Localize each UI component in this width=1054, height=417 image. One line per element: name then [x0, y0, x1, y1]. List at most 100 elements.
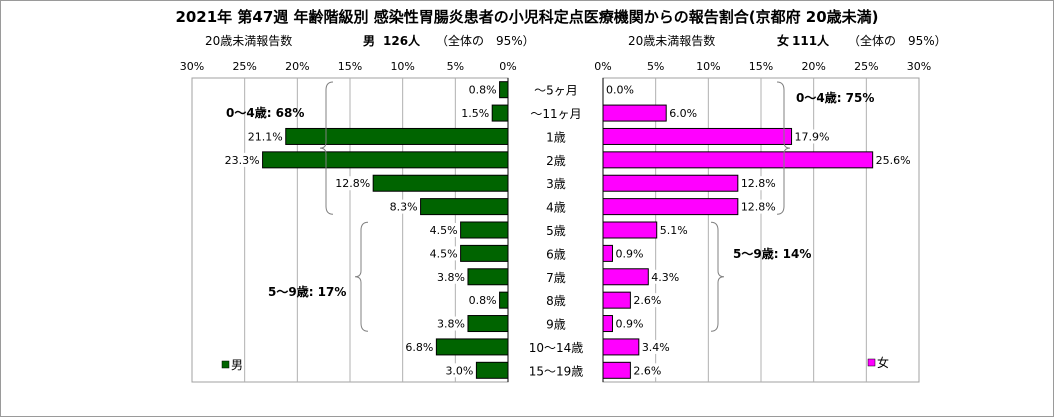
age-category-label: 8歳: [546, 294, 566, 308]
male-value-label: 21.1%: [248, 130, 283, 143]
axis-tick-labels: 30% 25% 20% 15% 10% 5% 0% 0% 5% 10% 15% 20% 25% 30%: [180, 60, 931, 73]
female-bar: [602, 174, 739, 192]
female-header-label: 20歳未満報告数: [628, 33, 715, 48]
female-value-label: 12.8%: [741, 201, 776, 214]
female-axis-tick-label: 15%: [749, 60, 773, 73]
female-value-label: 6.0%: [669, 107, 697, 120]
male-value-label: 1.5%: [461, 107, 489, 120]
male-value-label-bg: [428, 223, 459, 237]
female-value-label-bg: [632, 363, 663, 378]
female-bar: [602, 221, 658, 239]
male-bar: [491, 104, 509, 122]
male-bar: [499, 291, 509, 309]
male-header-count: 126人: [383, 33, 421, 48]
male-bar: [475, 361, 509, 379]
female-bar: [602, 151, 874, 169]
male-axis-tick-label: 15%: [338, 60, 362, 73]
female-bar: [602, 361, 631, 379]
male-value-label-bg: [460, 106, 491, 121]
age-category-label: 2歳: [546, 154, 566, 168]
female-value-label-bg: [658, 223, 689, 237]
male-header-label: 20歳未満報告数: [205, 33, 292, 48]
female-bar: [602, 244, 613, 262]
female-bar: [602, 268, 649, 286]
female-value-label: 25.6%: [876, 154, 911, 167]
female-value-label: 5.1%: [660, 224, 688, 237]
male-value-label-bg: [467, 82, 498, 97]
female-value-label-bg: [793, 129, 831, 144]
age-category-label: 3歳: [546, 177, 566, 191]
male-value-label: 3.8%: [437, 271, 465, 284]
male-bar: [372, 174, 509, 192]
female-value-label-bg: [739, 176, 777, 191]
female-value-label-bg: [605, 82, 635, 97]
male-annotation-5-9: 5～9歳: 17%: [268, 284, 346, 299]
male-value-label-bg: [436, 269, 466, 284]
female-annotation-5-9: 5～9歳: 14%: [733, 246, 811, 261]
female-value-label: 12.8%: [741, 177, 776, 190]
female-header: 20歳未満報告数 女 111人 （全体の 95%）: [628, 33, 947, 48]
male-bar: [285, 127, 509, 145]
male-value-label-bg: [334, 176, 372, 191]
male-bracket-0-4: [319, 81, 334, 215]
male-value-label: 4.5%: [430, 224, 458, 237]
male-legend-swatch: [221, 360, 230, 369]
male-axis-tick-label: 20%: [285, 60, 309, 73]
female-bar: [602, 127, 793, 145]
male-value-label: 3.8%: [437, 318, 465, 331]
female-value-label-bg: [632, 293, 663, 308]
age-category-label: 10～14歳: [529, 341, 584, 355]
age-category-label: ～5ヶ月: [534, 84, 578, 98]
female-value-label: 0.9%: [615, 247, 643, 260]
male-value-label-bg: [467, 293, 498, 308]
female-value-label: 17.9%: [795, 130, 830, 143]
male-value-label: 0.8%: [469, 294, 497, 307]
male-value-label: 23.3%: [225, 154, 260, 167]
male-legend-label: 男: [231, 358, 243, 372]
male-annotation-0-4: 0～4歳: 68%: [226, 105, 304, 120]
female-axis-tick-label: 20%: [801, 60, 825, 73]
chart-title: 2021年 第47週 年齢階級別 感染性胃腸炎患者の小児科定点医療機関からの報告…: [175, 8, 878, 26]
female-axis-tick-label: 0%: [594, 60, 611, 73]
male-value-label: 6.8%: [405, 341, 433, 354]
age-category-label: 9歳: [546, 318, 566, 332]
male-header-share: （全体の 95%）: [436, 33, 535, 48]
annotations: 0～4歳: 68% 5～9歳: 17% 0～4歳: 75% 5～9歳: 14%: [226, 81, 874, 332]
female-value-label-bg: [874, 152, 912, 167]
female-value-label-bg: [739, 199, 777, 214]
female-value-label-bg: [650, 269, 681, 284]
male-bar: [467, 268, 509, 286]
female-value-label: 3.4%: [642, 341, 670, 354]
age-category-label: 6歳: [546, 247, 566, 261]
age-category-label: 1歳: [546, 130, 566, 144]
male-value-label: 8.3%: [390, 201, 418, 214]
male-value-label-bg: [428, 246, 459, 261]
female-bar: [602, 198, 739, 216]
female-value-label: 0.0%: [606, 84, 634, 97]
female-bracket-5-9: [710, 221, 725, 332]
female-bar: [602, 338, 640, 356]
male-value-label-bg: [404, 339, 435, 354]
female-value-label-bg: [668, 106, 699, 121]
male-axis-tick-label: 5%: [447, 60, 464, 73]
male-bar: [435, 338, 509, 356]
female-bracket-0-4: [776, 81, 791, 215]
male-axis-tick-label: 10%: [390, 60, 414, 73]
female-bar: [602, 291, 631, 309]
female-legend-swatch: [867, 358, 876, 367]
age-category-label: 4歳: [546, 201, 566, 215]
male-bar: [467, 315, 509, 333]
female-bar: [602, 315, 613, 333]
male-axis-tick-label: 25%: [232, 60, 256, 73]
male-header: 20歳未満報告数 男 126人 （全体の 95%）: [205, 33, 535, 48]
male-value-label-bg: [388, 199, 419, 214]
female-header-sex: 女: [777, 33, 789, 48]
legends: 男女: [221, 355, 889, 372]
male-value-label: 0.8%: [469, 84, 497, 97]
male-axis-tick-label: 0%: [499, 60, 516, 73]
male-value-label-bg: [436, 316, 466, 331]
male-header-sex: 男: [363, 34, 375, 48]
female-header-count: 111人: [792, 33, 830, 48]
male-value-label-bg: [246, 129, 284, 144]
